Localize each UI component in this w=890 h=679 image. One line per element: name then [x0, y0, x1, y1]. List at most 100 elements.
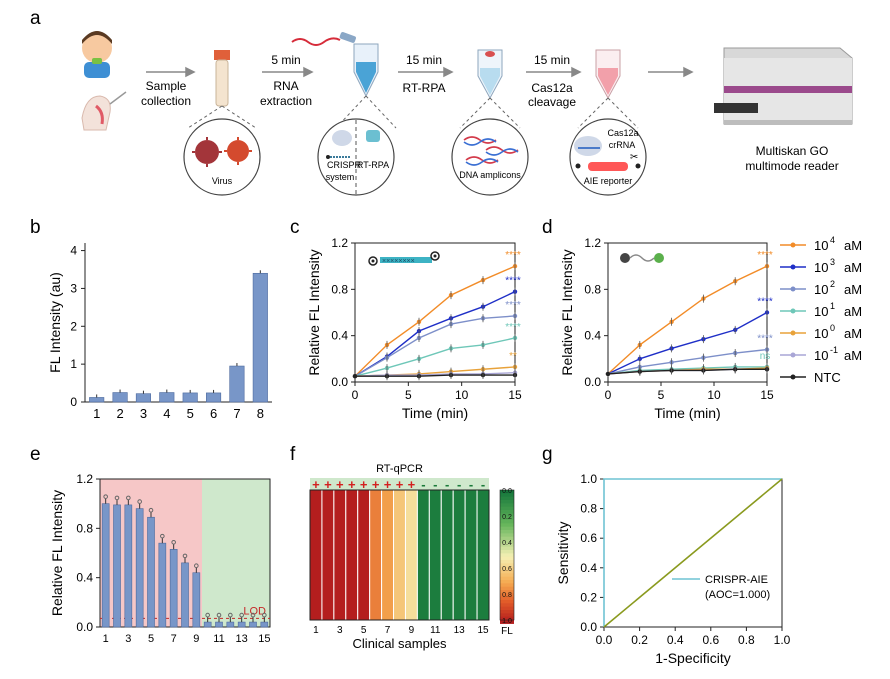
legend-label-base: 10 [814, 326, 828, 341]
colorbar-segment [500, 506, 514, 511]
bar [147, 516, 155, 628]
y-tick-label: 0.4 [331, 329, 348, 343]
heatmap-cell [321, 489, 335, 621]
data-point [352, 374, 358, 379]
series-line [607, 366, 767, 375]
series-line [354, 372, 516, 377]
step-cas-label-line2: cleavage [528, 95, 576, 109]
heatmap-cell [381, 489, 395, 621]
x-tick-label: 9 [193, 633, 199, 645]
significance-label: **** [505, 276, 521, 287]
x-tick-label: 0.0 [596, 633, 613, 647]
legend-sublabel: (AOC=1.000) [705, 589, 770, 601]
chart-c: ×××××××× 0.00.40.81.20 5 10 15*************… [306, 236, 522, 421]
x-tick-label: 2 [116, 406, 123, 421]
x-tick-label: 13 [236, 633, 248, 645]
x-tick-label: 7 [171, 633, 177, 645]
x-tick-label: 10 [707, 388, 721, 402]
colorbar-segment [500, 510, 514, 514]
bar [89, 397, 105, 403]
colorbar-segment [500, 583, 514, 588]
colorbar-segment [500, 543, 514, 548]
heatmap-cell [476, 489, 490, 621]
legend-marker [790, 242, 796, 248]
y-axis-label: Relative FL Intensity [306, 249, 322, 375]
series-line [354, 265, 516, 377]
x-axis-label: Time (min) [402, 405, 468, 421]
colorbar-segment [500, 613, 514, 618]
legend-label-unit: aM [844, 260, 862, 275]
positive-sign: + [372, 477, 380, 492]
legend-marker [790, 264, 796, 270]
colorbar-segment [500, 573, 514, 578]
legend-label-base: 10 [814, 260, 828, 275]
significance-label: **** [757, 297, 773, 308]
bar [101, 503, 110, 628]
legend-label-exponent: 1 [830, 301, 835, 311]
x-tick-label: 15 [477, 625, 489, 636]
x-tick-label: 5 [658, 388, 665, 402]
colorbar-segment [500, 576, 514, 581]
crispr-circle: CRISPR system RT-RPA [317, 118, 395, 196]
svg-text:××××××××: ×××××××× [382, 258, 415, 265]
colorbar-segment [500, 620, 514, 624]
positive-sign: + [384, 477, 392, 492]
series-line [354, 337, 516, 377]
colorbar-segment [500, 546, 514, 551]
x-tick-label: 0.4 [667, 633, 684, 647]
legend-marker [790, 286, 796, 292]
y-tick-label: 0.2 [580, 590, 597, 604]
x-tick-label: 11 [430, 625, 441, 636]
significance-label: **** [505, 300, 521, 311]
legend-label-exponent: 4 [830, 235, 835, 245]
y-tick-label: 0.0 [580, 620, 597, 634]
heatmap-cell [416, 489, 430, 621]
colorbar-segment [500, 553, 514, 558]
roc-curve [603, 478, 782, 627]
data-point [605, 371, 611, 377]
heatmap-cell [428, 489, 442, 621]
y-tick-label: 2 [70, 319, 77, 333]
y-axis-label: Sensitivity [555, 521, 571, 584]
heatmap-cell [452, 489, 466, 621]
bar [113, 504, 121, 628]
step-rna-time: 5 min [271, 53, 300, 67]
colorbar-segment [500, 593, 514, 598]
data-point [262, 612, 267, 618]
negative-sign: - [469, 477, 473, 492]
bar [237, 621, 246, 628]
heatmap-title: RT-qPCR [376, 463, 423, 475]
workflow-schematic: Sample collection 5 min RNA extraction 1… [81, 31, 853, 196]
legend-label-unit: aM [844, 326, 862, 341]
x-tick-label: 1 [93, 406, 100, 421]
positive-sign: + [396, 477, 404, 492]
rtqpcr-band [310, 478, 489, 490]
legend-marker [790, 330, 796, 336]
y-tick-label: 0.0 [76, 620, 93, 634]
positive-sign: + [324, 477, 332, 492]
step-cas-label-line1: Cas12a [531, 81, 573, 95]
y-tick-label: 0.8 [580, 502, 597, 516]
colorbar-segment [500, 600, 514, 604]
x-tick-label: 5 [187, 406, 194, 421]
lod-label: LOD [243, 605, 266, 617]
x-tick-label: 0.8 [738, 633, 755, 647]
y-tick-label: 0.8 [331, 282, 348, 296]
y-tick-label: 4 [70, 244, 77, 258]
step-rpa-time: 15 min [406, 53, 442, 67]
y-tick-label: 0.4 [584, 329, 601, 343]
bar [135, 508, 144, 628]
aie-reporter-label: AIE reporter [584, 176, 633, 186]
colorbar-segment [500, 596, 514, 601]
legend-marker [790, 308, 796, 314]
colorbar-segment [500, 606, 514, 611]
heatmap-cell [440, 489, 454, 621]
step-rpa-label: RT-RPA [403, 81, 446, 95]
negative-region [202, 479, 270, 627]
heatmap-frame [309, 489, 490, 621]
x-tick-label: 11 [213, 633, 224, 645]
x-tick-label: 0.6 [702, 633, 719, 647]
crispr-label-line2: system [326, 172, 355, 182]
data-point [250, 612, 256, 618]
y-tick-label: 0.8 [584, 282, 601, 296]
